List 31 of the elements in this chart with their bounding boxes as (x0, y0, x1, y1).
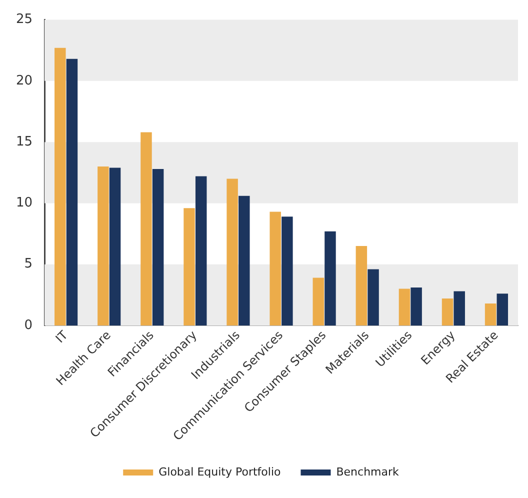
legend-label: Benchmark (336, 465, 400, 478)
bar (442, 298, 454, 326)
bar (184, 208, 195, 326)
y-tick-label: 5 (24, 256, 33, 272)
bar (238, 196, 250, 326)
bar (195, 176, 207, 326)
bar (356, 246, 368, 326)
bar (324, 231, 336, 326)
bar (226, 178, 238, 326)
bar (98, 166, 109, 326)
bar (109, 168, 121, 326)
bar (140, 132, 152, 326)
bar (270, 212, 281, 326)
bar (312, 278, 324, 326)
y-tick-label: 10 (16, 196, 33, 211)
x-tick-label: IT (52, 328, 71, 346)
bar (484, 303, 496, 326)
bar (368, 269, 379, 326)
bar (454, 291, 465, 326)
bar (282, 216, 293, 326)
y-tick-label: 15 (16, 134, 33, 150)
bar (496, 294, 508, 326)
legend-label: Global Equity Portfolio (158, 465, 281, 478)
y-tick-label: 0 (24, 318, 33, 333)
bar (152, 168, 164, 326)
y-tick-label: 20 (16, 73, 33, 88)
y-tick-label: 25 (16, 12, 33, 28)
bar (410, 288, 422, 326)
bar (54, 48, 66, 326)
bar (398, 288, 410, 326)
bar (66, 58, 78, 326)
